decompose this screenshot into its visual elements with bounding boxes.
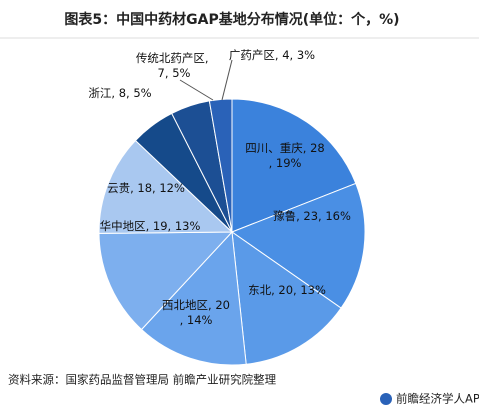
brand: 前瞻经济学人APP [396,392,479,406]
label-part: , [318,209,325,223]
label-part: , [165,66,172,80]
pie-slice [98,231,234,331]
data-label: 四川、重庆, 28, 19% [245,141,324,170]
data-label: 云贵, 18, 12% [107,181,185,195]
brand-logo [380,393,392,405]
label-part: 14% [187,313,213,327]
label-part: , [293,283,300,297]
label-part: , [271,283,278,297]
label-part: 东北 [248,283,271,297]
label-part: , [168,219,175,233]
label-part: 13% [300,283,326,297]
label-part: , [275,48,282,62]
label-part: , [205,51,212,65]
data-label: 东北, 20, 13% [248,283,326,297]
label-part: 云贵 [107,181,130,195]
label-part: 13% [175,219,201,233]
label-part: 华中地区 [100,219,146,233]
chart-title: 图表5：中国中药材GAP基地分布情况(单位：个，%) [64,11,399,28]
pie-slice [208,98,233,233]
label-part: , [126,86,133,100]
label-part: 浙江 [88,86,111,100]
label-part: 28 [310,141,325,155]
label-part: 18 [137,181,152,195]
label-part: , [152,181,159,195]
label-part: 传统北药产区 [136,51,205,65]
leader-line [179,79,214,101]
data-label: 华中地区, 19, 13% [100,219,201,233]
data-label: 西北地区, 20, 14% [162,298,230,327]
data-label: 豫鲁, 23, 16% [273,209,351,223]
label-part: 20 [215,298,230,312]
label-part: 四川、重庆 [245,141,303,155]
label-part: , [269,156,276,170]
pie-slice [230,182,366,309]
label-part: , [296,209,303,223]
label-part: 19 [153,219,168,233]
label-part: 8 [119,86,126,100]
label-part: 豫鲁 [273,209,296,223]
source: 资料来源：国家药品监督管理局 前瞻产业研究院整理 [8,373,277,387]
pie-slice [231,98,357,233]
label-part: 3% [297,48,315,62]
label-part: 广药产区 [229,48,275,62]
label-part: , [111,86,118,100]
label-part: 20 [278,283,293,297]
label-part: 12% [159,181,185,195]
label-part: , [146,219,153,233]
label-part: 5% [172,66,190,80]
data-label: 广药产区, 4, 3% [229,48,315,62]
label-part: 23 [303,209,318,223]
label-part: 5% [133,86,151,100]
label-part: , [290,48,297,62]
pie-slice [98,139,234,234]
label-part: , [180,313,187,327]
data-label: 浙江, 8, 5% [88,86,151,100]
label-part: 16% [325,209,351,223]
label-part: 西北地区 [162,298,208,312]
label-part: 7 [158,66,165,80]
pie-slice [231,230,342,365]
label-part: 4 [282,48,289,62]
leader-line [221,59,233,101]
label-part: , [208,298,215,312]
data-label: 传统北药产区, 7, 5% [136,51,212,80]
label-part: , [303,141,310,155]
label-part: 19% [276,156,302,170]
label-part: , [130,181,137,195]
pie-slice [140,230,247,366]
